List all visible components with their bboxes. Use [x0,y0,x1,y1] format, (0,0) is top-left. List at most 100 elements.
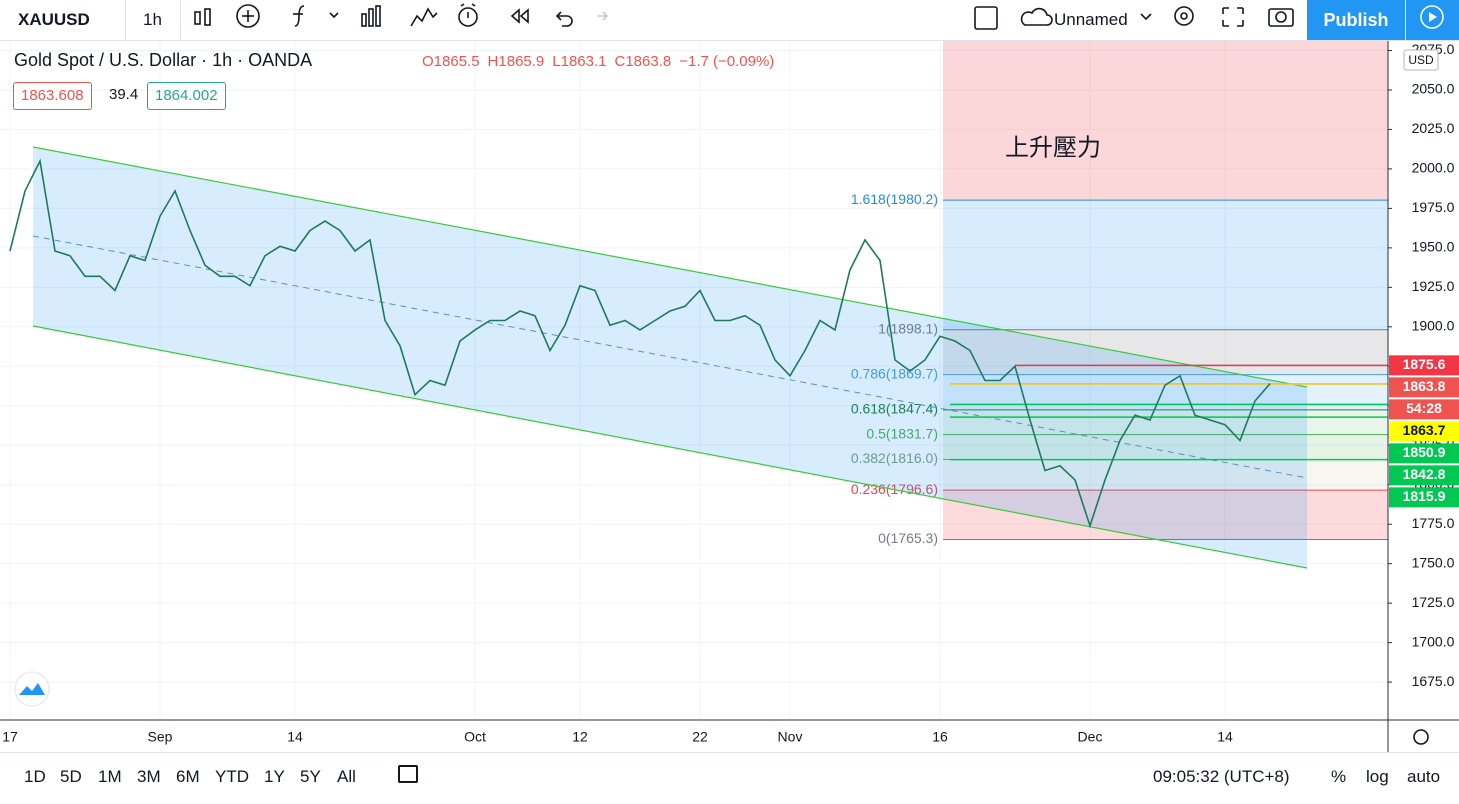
ask-price[interactable]: 1864.002 [147,82,226,110]
range-button[interactable]: 5Y [300,767,321,786]
price-badge-label: 1842.8 [1403,466,1446,482]
range-button[interactable]: 5D [60,767,82,786]
x-tick-label: 14 [1217,729,1233,745]
price-badge-label: 1875.6 [1403,356,1446,372]
toolbar: XAUUSD 1h Unnamed Publish [0,0,1459,41]
x-tick-label: 22 [692,729,708,745]
price-badge-label: 1850.9 [1403,444,1446,460]
play-button[interactable] [1406,0,1459,40]
price-badge [1389,377,1459,398]
fib-zone [943,41,1388,201]
cloud-icon [1020,7,1053,26]
layout-icon[interactable] [974,6,998,30]
add-indicator-icon[interactable] [236,4,260,28]
y-tick-label: 1950.0 [1412,239,1455,255]
range-button[interactable]: 6M [176,767,200,786]
interval[interactable]: 1h [143,10,162,29]
scale-option[interactable]: log [1366,767,1389,786]
bid-price[interactable]: 1863.608 [13,82,92,110]
logo-mark [19,683,45,695]
clock: 09:05:32 (UTC+8) [1153,767,1290,786]
fullscreen-icon[interactable] [1222,7,1244,27]
currency-box [1403,49,1439,71]
x-tick-label: Oct [464,729,486,745]
range-button[interactable]: 1D [24,767,46,786]
price-badge [1389,487,1459,508]
fib-label: 0.382(1816.0) [851,450,938,466]
range-button[interactable]: All [337,767,356,786]
countdown-badge [1389,399,1459,420]
bottom-bar: 1D 5D 1M 3M 6M YTD 1Y 5Y All 09:05:32 (UTC+8)% log… [0,752,1459,804]
y-tick-label: 1675.0 [1412,673,1455,689]
y-tick-label: 2050.0 [1412,81,1455,97]
x-tick-label: 12 [572,729,588,745]
ohlc-value: −1.7 (−0.09%) [679,53,775,70]
price-badge [1389,465,1459,486]
publish-button[interactable]: Publish [1307,0,1405,40]
toolbar-right-icons [974,6,1294,30]
spread: 39.4 [109,86,139,103]
countdown: 54:28 [1406,400,1442,416]
separator [125,0,126,40]
fib-label: 0.236(1796.6) [851,481,938,497]
scale-option[interactable]: % [1331,767,1347,786]
channel-fill [33,147,1307,568]
toolbar-icons [194,3,609,28]
currency: USD [1408,53,1434,67]
logo [14,671,50,707]
scale-option[interactable]: auto [1407,767,1441,786]
range-button[interactable]: 3M [137,767,161,786]
redo-icon[interactable] [597,11,609,21]
y-tick-label: 2000.0 [1412,160,1455,176]
fib-zone [943,409,1388,435]
chart: 1.618(1980.2) 1(1898.1) 0.786(1869.7) 0.618… [0,41,1459,752]
settings-icon[interactable] [1174,6,1194,26]
channel-middle [32,235,1308,479]
y-tick-label: 1975.0 [1412,199,1455,215]
channel-lower [32,325,1308,569]
ohlc-value: O1865.5 [422,53,480,70]
symbol[interactable]: XAUUSD [18,10,90,29]
ohlc-value: C1863.8 [614,53,672,70]
undo-icon[interactable] [555,11,573,27]
range-button[interactable]: YTD [215,767,249,786]
range-button[interactable]: 1M [98,767,122,786]
channel-upper [32,146,1308,388]
fib-label: 1.618(1980.2) [851,191,938,207]
play-icon [1420,5,1444,29]
y-tick-label: 1925.0 [1412,278,1455,294]
snapshot-icon[interactable] [1268,8,1294,27]
ohlc: O1865.5 H1865.9 L1863.1 C1863.8 −1.7 (−0.09%… [422,53,774,70]
price-badge-label: 1863.8 [1403,378,1446,394]
y-tick-label: 1750.0 [1412,554,1455,570]
fib-zone [943,200,1388,330]
x-tick-label: Dec [1078,729,1103,745]
layout-name[interactable]: Unnamed [1054,10,1128,29]
price-badge [1389,421,1459,442]
x-tick-label: Sep [148,729,173,745]
dropdown-icon[interactable] [1140,13,1152,21]
fib-label: 0(1765.3) [878,530,938,546]
x-tick-label: Nov [778,729,803,745]
x-tick-label: 14 [287,729,303,745]
price-badge [1389,355,1459,376]
settings-icon[interactable] [1413,729,1429,745]
separator [180,0,181,40]
replay-icon[interactable] [510,8,529,24]
date-range-icon[interactable] [398,765,418,783]
y-tick-label: 1700.0 [1412,633,1455,649]
fib-label: 1(1898.1) [878,321,938,337]
bars-icon[interactable] [194,8,211,26]
price-badge [1389,443,1459,464]
ohlc-value: L1863.1 [552,53,607,70]
range-button[interactable]: 1Y [264,767,285,786]
fib-zone [943,434,1388,460]
alert-icon[interactable] [458,3,478,27]
compare-icon[interactable] [410,7,438,27]
templates-icon[interactable] [361,5,381,27]
x-tick-label: 17 [2,729,18,745]
fx-icon[interactable] [293,5,339,27]
fib-label: 0.786(1869.7) [851,365,938,381]
annotation: 上升壓力 [1005,134,1101,162]
